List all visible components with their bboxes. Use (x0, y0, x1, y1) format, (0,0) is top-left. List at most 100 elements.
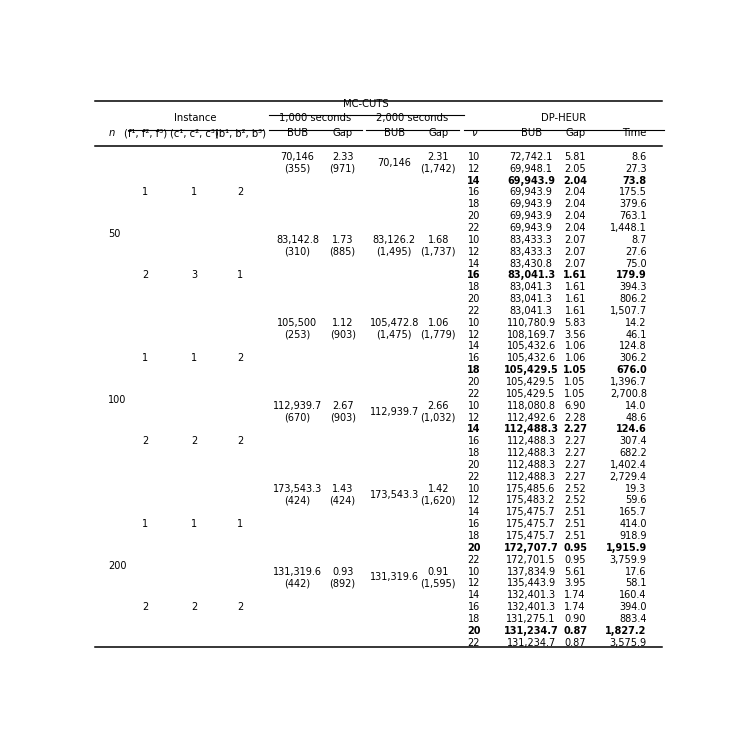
Text: 10: 10 (468, 567, 480, 576)
Text: 1.06: 1.06 (565, 342, 586, 351)
Text: MC-CUTS: MC-CUTS (344, 99, 389, 109)
Text: 59.6: 59.6 (625, 495, 647, 506)
Text: 676.0: 676.0 (616, 365, 647, 375)
Text: 8.7: 8.7 (631, 235, 647, 245)
Text: 18: 18 (468, 282, 480, 293)
Text: 14.2: 14.2 (625, 318, 647, 328)
Text: 131,275.1: 131,275.1 (506, 614, 556, 624)
Text: 27.6: 27.6 (625, 247, 647, 257)
Text: 1,402.4: 1,402.4 (610, 460, 647, 470)
Text: 2: 2 (142, 436, 149, 446)
Text: n: n (109, 128, 115, 138)
Text: 131,234.7: 131,234.7 (504, 625, 559, 636)
Text: 1.43
(424): 1.43 (424) (330, 484, 355, 505)
Text: 20: 20 (467, 543, 480, 553)
Text: 1.68
(1,737): 1.68 (1,737) (420, 235, 456, 257)
Text: Gap: Gap (428, 128, 449, 138)
Text: 2,700.8: 2,700.8 (610, 389, 647, 399)
Text: DP-HEUR: DP-HEUR (541, 113, 586, 123)
Text: 2.04: 2.04 (565, 223, 586, 233)
Text: 135,443.9: 135,443.9 (506, 578, 556, 588)
Text: 20: 20 (468, 460, 480, 470)
Text: 10: 10 (468, 318, 480, 328)
Text: 112,492.6: 112,492.6 (506, 412, 556, 423)
Text: 763.1: 763.1 (619, 211, 647, 221)
Text: BUB: BUB (287, 128, 308, 138)
Text: 16: 16 (468, 602, 480, 612)
Text: 175,475.7: 175,475.7 (506, 507, 556, 517)
Text: 70,146
(355): 70,146 (355) (281, 152, 314, 173)
Text: 1,827.2: 1,827.2 (605, 625, 647, 636)
Text: 0.93
(892): 0.93 (892) (330, 567, 355, 588)
Text: 6.90: 6.90 (565, 401, 586, 411)
Text: 2: 2 (237, 436, 243, 446)
Text: 2: 2 (191, 602, 197, 612)
Text: 12: 12 (468, 495, 480, 506)
Text: 2.33
(971): 2.33 (971) (330, 152, 355, 173)
Text: 172,707.7: 172,707.7 (504, 543, 559, 553)
Text: 69,943.9: 69,943.9 (510, 211, 553, 221)
Text: 0.87: 0.87 (565, 637, 586, 648)
Text: 12: 12 (468, 329, 480, 340)
Text: 2: 2 (237, 354, 243, 363)
Text: 18: 18 (468, 199, 480, 209)
Text: 5.81: 5.81 (565, 152, 586, 162)
Text: 16: 16 (468, 519, 480, 529)
Text: 200: 200 (109, 561, 127, 570)
Text: 58.1: 58.1 (625, 578, 647, 588)
Text: 16: 16 (468, 436, 480, 446)
Text: 0.90: 0.90 (565, 614, 586, 624)
Text: 14: 14 (468, 342, 480, 351)
Text: 682.2: 682.2 (619, 448, 647, 458)
Text: 1,396.7: 1,396.7 (610, 377, 647, 387)
Text: 20: 20 (468, 211, 480, 221)
Text: 14: 14 (468, 259, 480, 268)
Text: 5.61: 5.61 (565, 567, 586, 576)
Text: 3.56: 3.56 (565, 329, 586, 340)
Text: 1: 1 (237, 519, 243, 529)
Text: 137,834.9: 137,834.9 (506, 567, 556, 576)
Text: 12: 12 (468, 578, 480, 588)
Text: 83,433.3: 83,433.3 (510, 235, 553, 245)
Text: 1.12
(903): 1.12 (903) (330, 318, 355, 340)
Text: 83,433.3: 83,433.3 (510, 247, 553, 257)
Text: 1.73
(885): 1.73 (885) (330, 235, 355, 257)
Text: 175,483.2: 175,483.2 (506, 495, 556, 506)
Text: 1.42
(1,620): 1.42 (1,620) (420, 484, 456, 505)
Text: 2.31
(1,742): 2.31 (1,742) (420, 152, 456, 173)
Text: 1.05: 1.05 (565, 377, 586, 387)
Text: 2.51: 2.51 (565, 531, 586, 541)
Text: (b¹, b², b³): (b¹, b², b³) (214, 128, 265, 138)
Text: 2.27: 2.27 (565, 460, 586, 470)
Text: 5.83: 5.83 (565, 318, 586, 328)
Text: 2.04: 2.04 (563, 176, 588, 186)
Text: 50: 50 (109, 229, 120, 239)
Text: 10: 10 (468, 484, 480, 494)
Text: 18: 18 (467, 365, 480, 375)
Text: 172,701.5: 172,701.5 (506, 555, 556, 564)
Text: 69,943.9: 69,943.9 (507, 176, 555, 186)
Text: 2,729.4: 2,729.4 (610, 472, 647, 481)
Text: 22: 22 (468, 555, 480, 564)
Text: 2.04: 2.04 (565, 187, 586, 198)
Text: 83,041.3: 83,041.3 (507, 270, 555, 280)
Text: 112,939.7
(670): 112,939.7 (670) (273, 401, 322, 423)
Text: 10: 10 (468, 235, 480, 245)
Text: 1: 1 (191, 354, 197, 363)
Text: 105,429.5: 105,429.5 (504, 365, 559, 375)
Text: 12: 12 (468, 412, 480, 423)
Text: 3: 3 (191, 270, 197, 280)
Text: 307.4: 307.4 (619, 436, 647, 446)
Text: 132,401.3: 132,401.3 (506, 602, 556, 612)
Text: 2: 2 (191, 436, 197, 446)
Text: 1: 1 (191, 519, 197, 529)
Text: 12: 12 (468, 164, 480, 173)
Text: 22: 22 (468, 389, 480, 399)
Text: ν: ν (471, 128, 477, 138)
Text: 16: 16 (468, 187, 480, 198)
Text: 1.74: 1.74 (565, 602, 586, 612)
Text: 2.07: 2.07 (565, 259, 586, 268)
Text: 83,142.8
(310): 83,142.8 (310) (276, 235, 319, 257)
Text: 112,488.3: 112,488.3 (506, 448, 556, 458)
Text: 8.6: 8.6 (632, 152, 647, 162)
